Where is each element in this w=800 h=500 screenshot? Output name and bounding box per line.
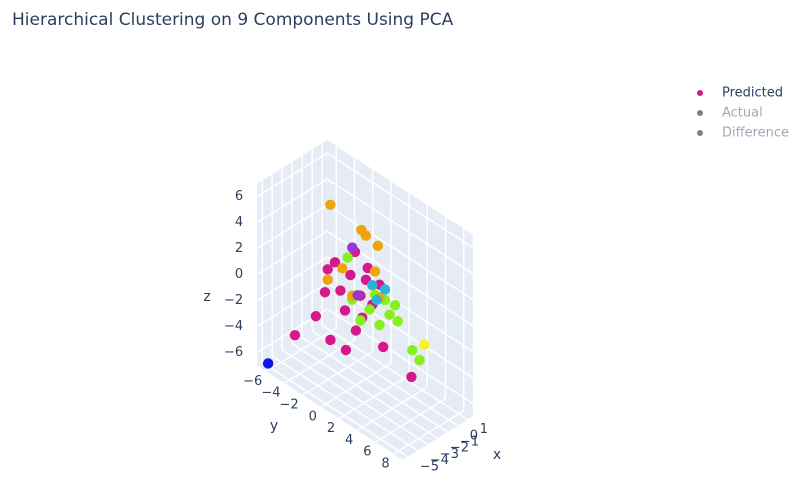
point	[337, 263, 348, 274]
point	[364, 304, 375, 315]
y-axis-title: y	[270, 418, 278, 434]
grid-line	[326, 152, 474, 249]
grid-line	[271, 355, 419, 452]
point	[372, 240, 383, 252]
z-tick-label: 6	[235, 189, 243, 204]
grid-line	[256, 230, 328, 276]
point	[339, 305, 351, 316]
legend: Predicted Actual Difference	[697, 86, 789, 141]
point	[379, 284, 391, 295]
legend-marker	[697, 110, 703, 116]
grid-line	[301, 336, 449, 433]
point	[384, 309, 395, 320]
point	[345, 269, 356, 281]
point	[378, 341, 389, 353]
z-tick-label: 0	[235, 267, 243, 282]
y-tick-label: 2	[327, 421, 335, 436]
point	[342, 252, 353, 263]
point	[360, 230, 372, 241]
legend-label: Difference	[722, 126, 789, 141]
legend-label: Actual	[722, 106, 763, 121]
point	[322, 274, 333, 285]
point	[310, 311, 322, 322]
point	[325, 334, 336, 346]
grid-line	[265, 327, 337, 373]
point	[350, 325, 362, 336]
grid-line	[291, 343, 439, 439]
grid-line	[256, 204, 328, 250]
x-tick-label: −2	[450, 441, 469, 456]
legend-marker	[697, 130, 703, 136]
z-tick-label: 4	[235, 215, 243, 230]
grid-line	[256, 256, 328, 302]
point	[392, 316, 403, 327]
x-tick-label: −4	[430, 453, 449, 468]
z-tick-label: −6	[224, 345, 243, 360]
x-tick-label: −3	[440, 447, 459, 462]
legend-label: Predicted	[722, 86, 783, 101]
point	[407, 344, 418, 356]
grid-line	[311, 330, 459, 427]
y-tick-label: −6	[243, 374, 262, 389]
point	[367, 280, 378, 291]
grid-line	[326, 178, 474, 275]
point	[414, 354, 425, 366]
grid-line	[256, 178, 328, 224]
grid-line	[281, 349, 429, 446]
legend-item[interactable]: Actual	[697, 106, 763, 121]
grid-line	[256, 282, 328, 328]
y-tick-label: 8	[381, 457, 389, 472]
point	[389, 299, 401, 311]
x-tick-label: −5	[420, 459, 439, 474]
legend-marker	[697, 90, 703, 96]
point	[374, 319, 385, 331]
grid-line	[356, 386, 428, 432]
y-tick-label: −4	[261, 386, 280, 401]
x-tick-label: −1	[460, 435, 479, 450]
point	[262, 358, 274, 369]
grid-line	[320, 362, 392, 408]
grid-line	[256, 152, 328, 198]
chart-title: Hierarchical Clustering on 9 Components …	[12, 10, 454, 30]
point	[418, 339, 430, 351]
point	[319, 287, 331, 298]
z-tick-label: 2	[235, 241, 243, 256]
y-tick-label: 6	[363, 445, 371, 460]
legend-item[interactable]: Predicted	[697, 86, 783, 101]
point	[335, 285, 346, 296]
grid-line	[375, 398, 446, 443]
z-tick-label: −2	[224, 293, 243, 308]
y-tick-label: 0	[309, 409, 317, 424]
point	[406, 371, 417, 383]
point	[371, 294, 383, 306]
y-tick-label: 4	[345, 433, 353, 448]
point	[347, 242, 358, 253]
x-tick-label: 1	[480, 422, 488, 437]
grid-line	[326, 204, 474, 301]
grid-line	[302, 350, 374, 396]
x-tick-label: 0	[470, 428, 478, 443]
point	[340, 344, 352, 356]
grid-line	[261, 361, 409, 458]
grid-line	[321, 324, 469, 421]
z-tick-label: −4	[224, 319, 243, 334]
point	[325, 199, 336, 210]
grid-line	[326, 308, 474, 405]
legend-item[interactable]: Difference	[697, 126, 789, 141]
grid-line	[393, 409, 465, 455]
point	[369, 266, 381, 277]
y-tick-label: −2	[280, 398, 299, 413]
point	[355, 315, 366, 326]
point	[289, 329, 301, 341]
z-axis-title: z	[203, 289, 210, 305]
point	[352, 290, 363, 301]
point	[322, 264, 333, 275]
point	[329, 257, 341, 268]
x-axis-title: x	[493, 447, 501, 463]
grid-line	[338, 374, 410, 420]
